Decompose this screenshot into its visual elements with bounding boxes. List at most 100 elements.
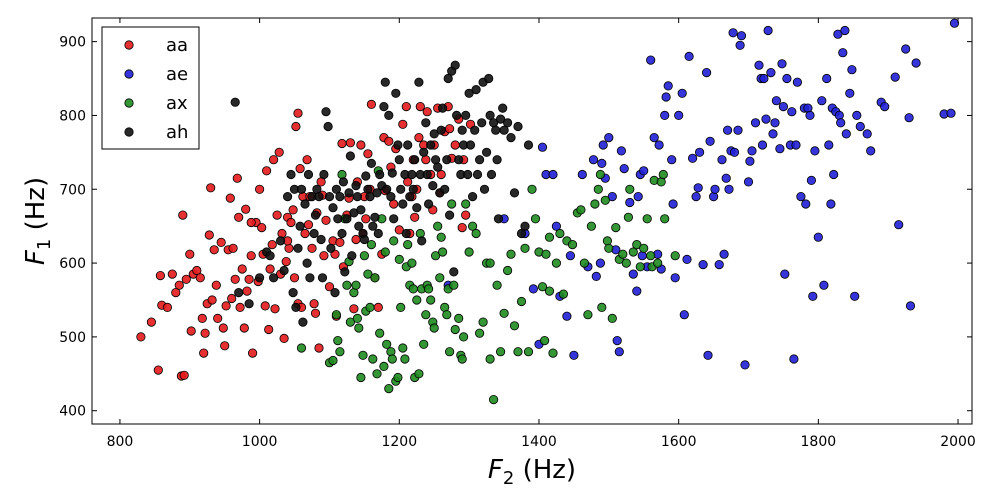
- point-ah-138: [520, 221, 530, 231]
- point-aa-97: [345, 138, 355, 148]
- point-ah-52: [359, 234, 369, 245]
- point-ae-74: [747, 146, 757, 156]
- point-aa-3: [155, 270, 165, 281]
- point-ae-125: [866, 146, 876, 156]
- point-ah-121: [479, 184, 490, 194]
- point-ah-112: [464, 88, 474, 98]
- point-ah-103: [449, 267, 459, 277]
- point-ax-75: [464, 247, 474, 257]
- point-ax-48: [414, 369, 424, 379]
- point-ae-49: [679, 310, 689, 320]
- point-ah-9: [282, 192, 293, 202]
- point-ah-124: [485, 110, 495, 121]
- point-ah-15: [295, 221, 305, 231]
- point-ax-12: [351, 280, 361, 290]
- point-ax-60: [435, 273, 445, 283]
- point-ah-18: [300, 199, 310, 209]
- point-ae-50: [682, 254, 692, 264]
- point-aa-79: [307, 243, 317, 253]
- series-ax: [296, 166, 680, 405]
- point-aa-143: [457, 223, 467, 233]
- point-ah-88: [422, 169, 432, 180]
- point-ah-127: [491, 125, 501, 135]
- point-ah-79: [407, 169, 417, 180]
- point-aa-28: [216, 237, 226, 247]
- point-ae-57: [703, 350, 713, 360]
- point-ae-131: [904, 113, 914, 123]
- series-ah: [230, 60, 534, 327]
- point-aa-124: [410, 212, 420, 222]
- point-ah-128: [492, 155, 502, 165]
- point-aa-141: [450, 140, 460, 150]
- point-ah-10: [286, 169, 296, 180]
- point-ae-82: [766, 68, 776, 78]
- point-ae-75: [750, 118, 761, 128]
- legend: aa ae ax ah: [101, 26, 200, 150]
- point-ah-86: [419, 147, 429, 157]
- point-ae-137: [693, 183, 703, 193]
- point-ae-83: [768, 129, 778, 139]
- point-ax-124: [628, 247, 638, 257]
- point-ah-83: [414, 77, 424, 87]
- point-ax-70: [454, 313, 464, 323]
- point-ae-62: [717, 155, 727, 165]
- point-ah-78: [405, 192, 415, 202]
- point-aa-99: [351, 234, 361, 245]
- point-ae-128: [890, 72, 900, 82]
- point-ax-26: [375, 328, 385, 338]
- point-ah-32: [324, 192, 335, 202]
- point-ax-52: [421, 310, 431, 320]
- point-ax-78: [474, 328, 485, 338]
- point-ax-96: [537, 282, 548, 292]
- legend-box: [101, 26, 200, 150]
- point-ax-106: [576, 205, 586, 215]
- point-ae-135: [946, 108, 956, 118]
- point-ae-123: [855, 121, 865, 132]
- x-tick-label-1: 1000: [242, 434, 278, 450]
- point-ae-17: [595, 258, 606, 268]
- point-ae-8: [551, 221, 562, 231]
- point-ah-11: [288, 287, 298, 298]
- point-ah-73: [396, 184, 406, 194]
- point-ax-16: [358, 350, 368, 360]
- legend-label-ax: ax: [166, 93, 188, 114]
- point-aa-42: [241, 204, 251, 214]
- point-ae-84: [770, 118, 780, 128]
- point-aa-40: [237, 264, 247, 274]
- point-ae-55: [698, 259, 708, 270]
- point-aa-6: [167, 269, 177, 279]
- point-ah-100: [443, 73, 453, 84]
- point-aa-24: [207, 295, 217, 305]
- point-aa-53: [261, 166, 272, 176]
- point-ah-97: [437, 103, 448, 113]
- point-ax-81: [485, 354, 495, 364]
- point-ah-111: [463, 169, 473, 180]
- point-ae-105: [817, 96, 827, 106]
- point-ax-58: [430, 251, 441, 261]
- point-ax-123: [625, 184, 635, 194]
- point-ax-120: [618, 249, 628, 259]
- point-ah-139: [523, 140, 534, 150]
- point-ae-51: [684, 51, 694, 62]
- point-ax-66: [444, 347, 455, 357]
- point-ah-36: [331, 184, 341, 194]
- point-ah-44: [345, 151, 355, 161]
- point-aa-60: [274, 147, 284, 157]
- legend-item-aa: aa: [124, 35, 188, 56]
- point-ah-99: [442, 155, 452, 165]
- point-ah-94: [433, 162, 443, 172]
- point-ah-64: [380, 77, 390, 87]
- point-ah-21: [305, 273, 315, 283]
- point-ah-71: [393, 140, 403, 150]
- point-ax-67: [447, 199, 457, 209]
- point-ae-122: [852, 110, 862, 121]
- point-ah-6: [268, 273, 279, 283]
- point-ae-58: [705, 136, 715, 146]
- point-ae-121: [850, 291, 860, 301]
- point-ax-5: [335, 347, 345, 357]
- points-layer: [136, 18, 960, 405]
- point-ah-89: [423, 199, 434, 209]
- point-ae-120: [847, 65, 857, 75]
- point-ae-102: [808, 291, 818, 301]
- point-ah-87: [421, 118, 431, 128]
